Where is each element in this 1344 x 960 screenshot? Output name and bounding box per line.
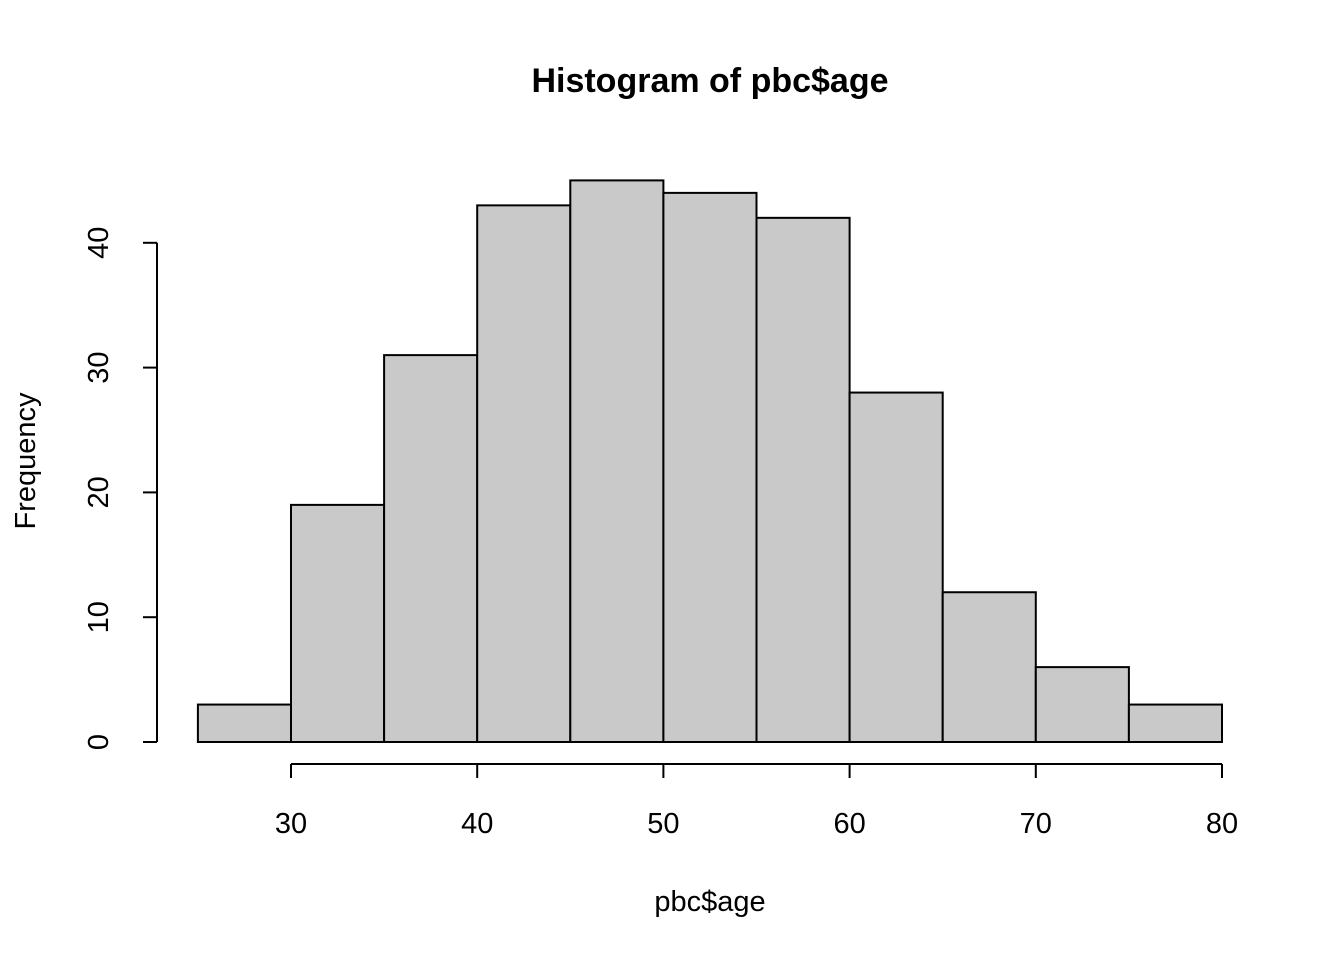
y-tick-label: 0	[83, 734, 115, 750]
histogram-bar	[476, 204, 572, 744]
histogram-bar	[755, 216, 851, 743]
x-tick-label: 60	[833, 808, 865, 840]
histogram-bar	[662, 191, 758, 743]
histogram-bar	[848, 391, 944, 743]
histogram-bar	[1127, 703, 1224, 743]
x-tick-label: 40	[461, 808, 493, 840]
chart-title: Histogram of pbc$age	[531, 62, 888, 100]
histogram-bar	[1034, 666, 1130, 743]
histogram-bar	[569, 179, 665, 743]
y-axis-label: Frequency	[10, 392, 42, 530]
histogram-bar	[196, 703, 292, 743]
histogram-bar	[383, 354, 479, 743]
y-tick-label: 10	[83, 601, 115, 633]
histogram-bar	[290, 503, 386, 743]
y-tick-label: 30	[83, 351, 115, 383]
y-tick-label: 20	[83, 476, 115, 508]
x-axis-label: pbc$age	[654, 886, 765, 918]
histogram-bars	[196, 179, 1224, 744]
y-tick-label: 40	[83, 227, 115, 259]
histogram-bar	[941, 591, 1037, 743]
x-axis: 30 40 50 60 70 80	[275, 763, 1238, 840]
x-tick-label: 70	[1020, 808, 1052, 840]
y-axis: 0 10 20 30 40	[83, 227, 158, 750]
x-tick-label: 50	[647, 808, 679, 840]
x-tick-label: 80	[1206, 808, 1238, 840]
x-tick-label: 30	[275, 808, 307, 840]
